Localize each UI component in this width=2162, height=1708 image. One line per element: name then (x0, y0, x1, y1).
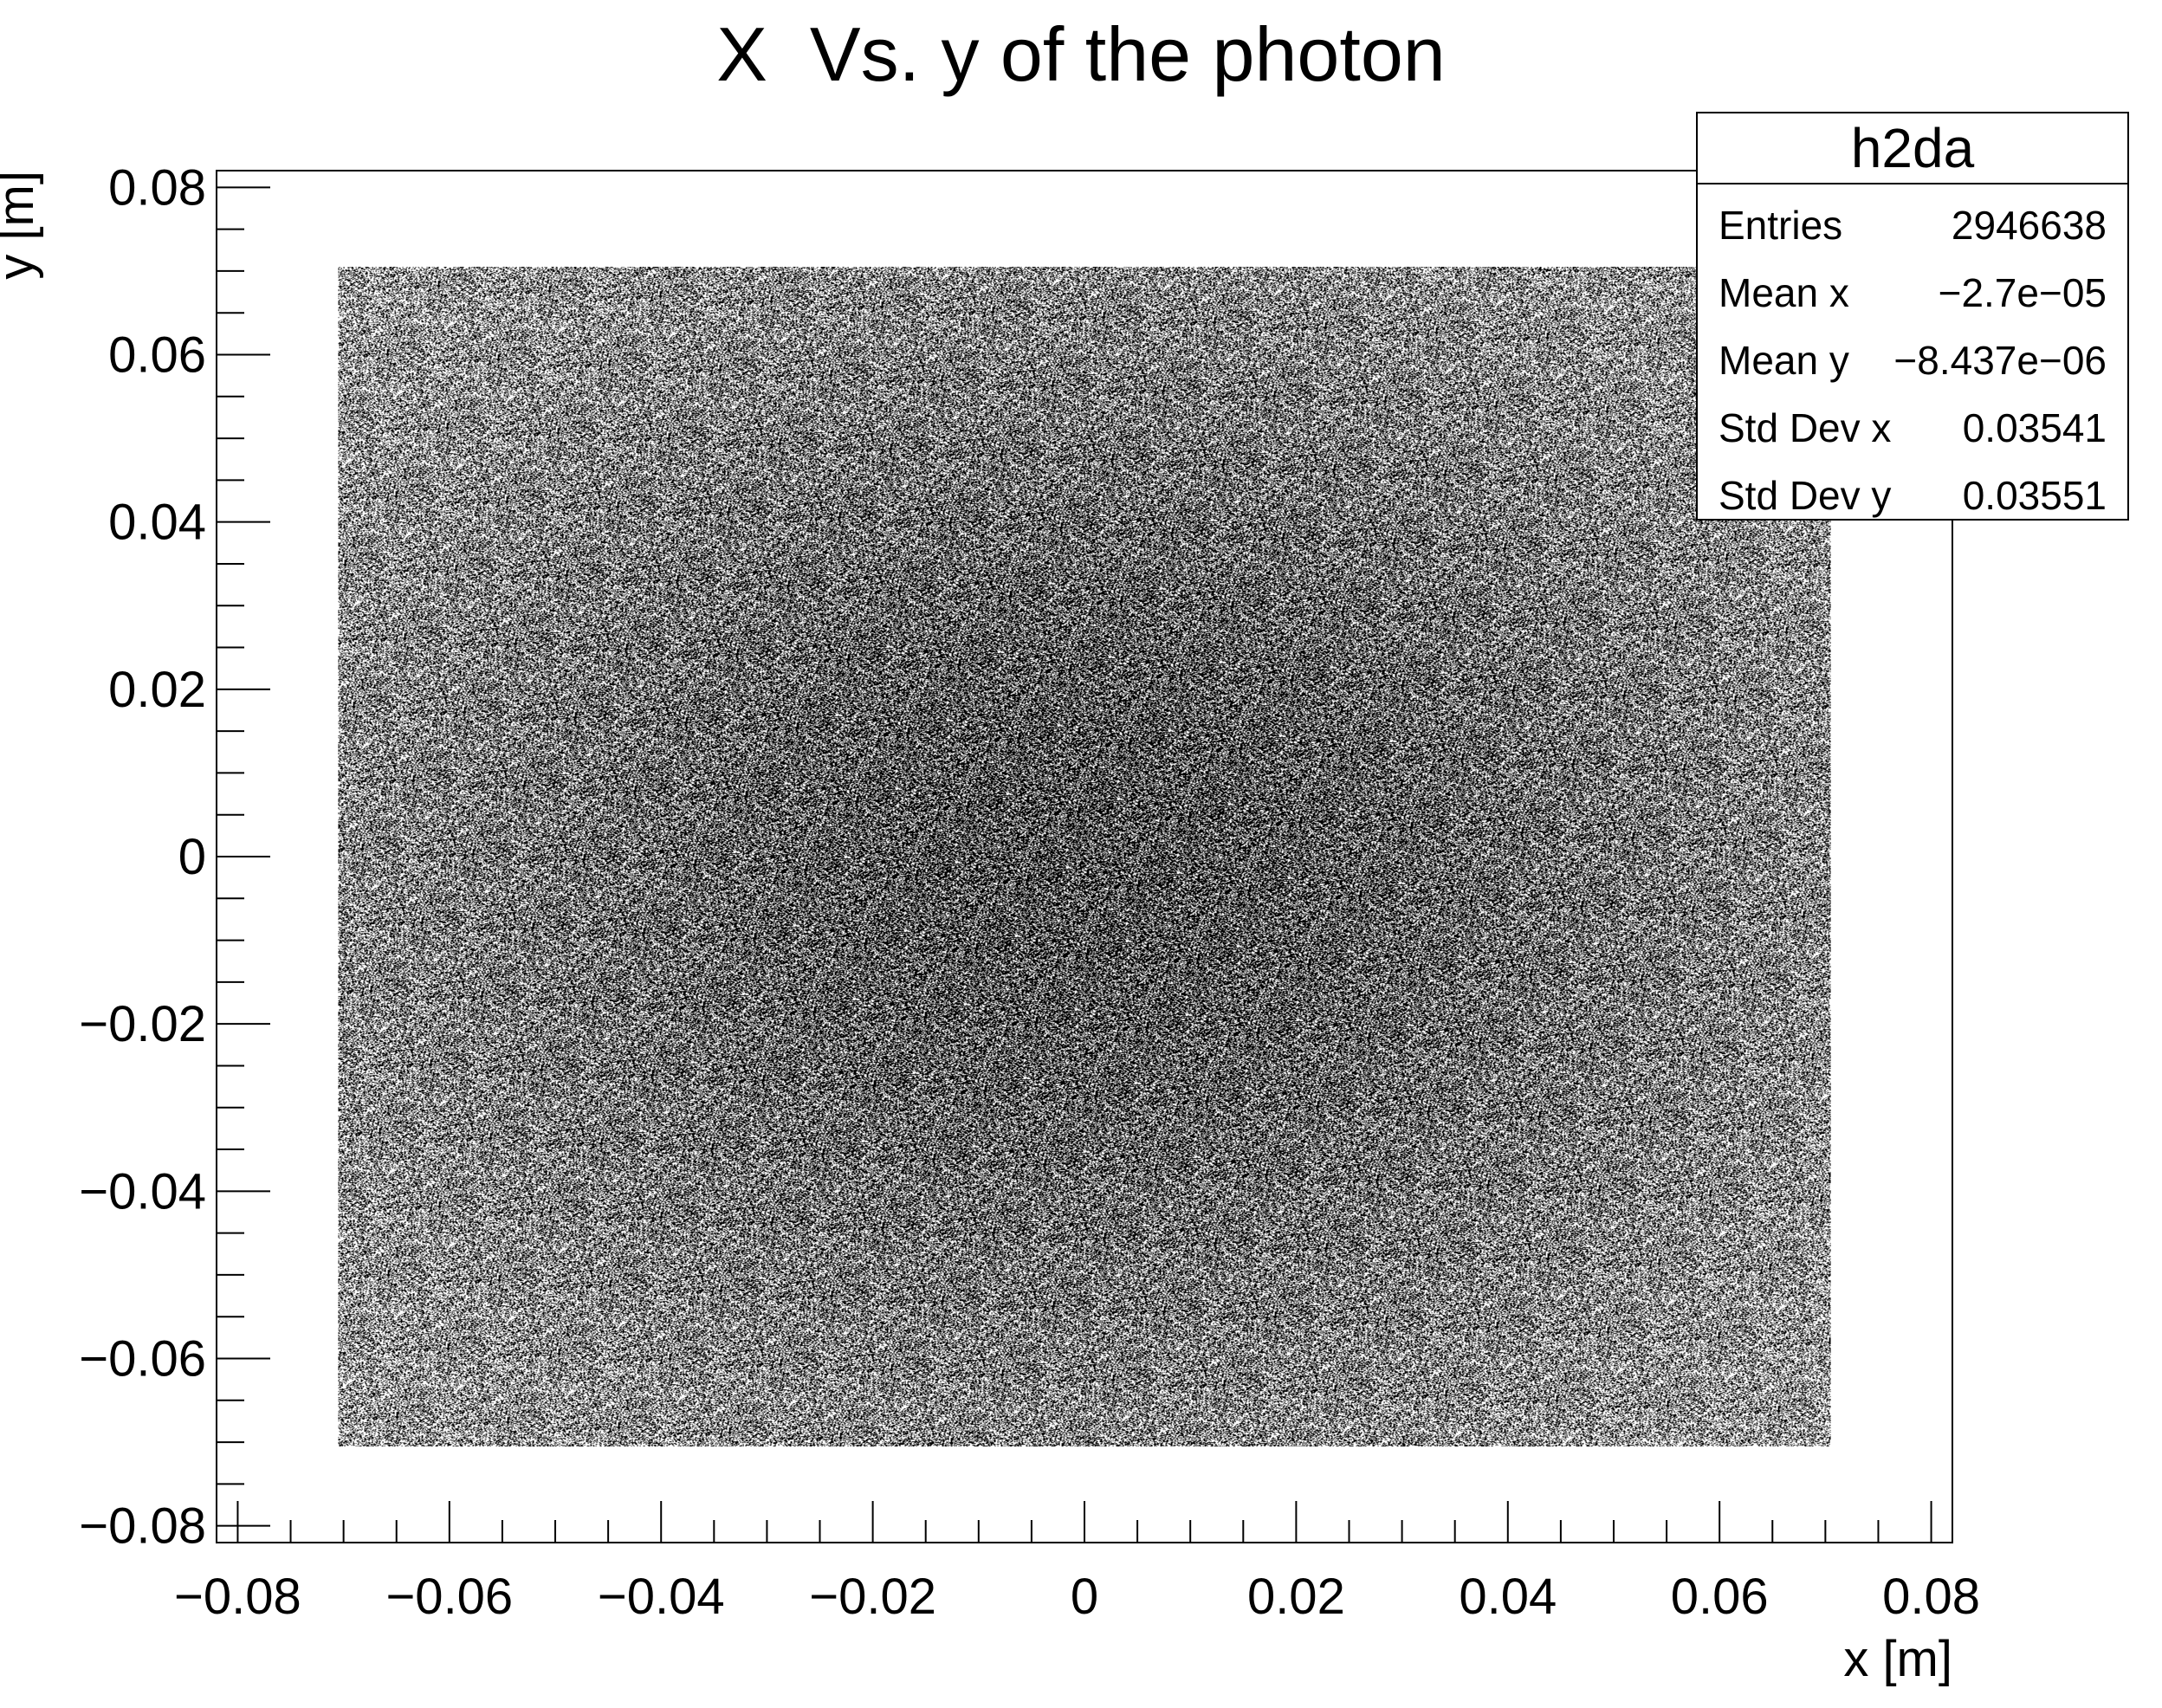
x-tick-label: −0.04 (598, 1569, 725, 1625)
y-tick-label: −0.06 (79, 1331, 206, 1388)
stats-row-mean-x: Mean x −2.7e−05 (1719, 259, 2107, 327)
stats-label: Entries (1719, 203, 1843, 248)
y-axis-label: y [m] (0, 171, 44, 280)
x-tick-label: −0.02 (809, 1569, 936, 1625)
stats-value: −2.7e−05 (1938, 270, 2107, 315)
stats-value: 2946638 (1951, 203, 2107, 248)
y-tick-label: 0.04 (108, 495, 206, 551)
stats-row-entries: Entries 2946638 (1719, 191, 2107, 259)
y-tick-label: 0 (178, 829, 206, 885)
y-axis: −0.08 −0.06 −0.04 −0.02 0 0.02 0.04 0.06 0.08 (79, 159, 270, 1555)
y-tick-label: −0.02 (79, 996, 206, 1052)
x-tick-label: 0.08 (1882, 1569, 1980, 1625)
x-tick-label: 0.04 (1459, 1569, 1557, 1625)
stats-row-std-dev-y: Std Dev y 0.03551 (1719, 462, 2107, 529)
y-tick-label: 0.06 (108, 327, 206, 383)
stats-label: Mean x (1719, 270, 1849, 315)
stats-box: h2da Entries 2946638 Mean x −2.7e−05 Mea… (1696, 112, 2129, 521)
x-tick-label: 0.06 (1671, 1569, 1769, 1625)
y-tick-label: 0.08 (108, 159, 206, 216)
x-tick-label: −0.06 (385, 1569, 513, 1625)
stats-label: Std Dev x (1719, 405, 1892, 450)
x-axis: −0.08 −0.06 −0.04 −0.02 0 0.02 0.04 0.06 0.08 (174, 1501, 1980, 1625)
scatter-density (338, 267, 1831, 1447)
stats-value: −8.437e−06 (1893, 338, 2107, 383)
chart-title: X Vs. y of the photon (716, 11, 1446, 97)
stats-row-mean-y: Mean y −8.437e−06 (1719, 327, 2107, 394)
stats-value: 0.03551 (1962, 473, 2107, 518)
stats-value: 0.03541 (1962, 405, 2107, 450)
stats-label: Mean y (1719, 338, 1849, 383)
y-tick-label: −0.08 (79, 1498, 206, 1555)
x-tick-label: −0.08 (174, 1569, 301, 1625)
scatter-points (338, 267, 1831, 1447)
x-tick-label: 0 (1071, 1569, 1098, 1625)
stats-histogram-name: h2da (1698, 113, 2127, 184)
stats-label: Std Dev y (1719, 473, 1892, 518)
x-axis-label: x [m] (1843, 1631, 1952, 1687)
y-tick-label: −0.04 (79, 1163, 206, 1220)
x-tick-label: 0.02 (1247, 1569, 1345, 1625)
stats-row-std-dev-x: Std Dev x 0.03541 (1719, 394, 2107, 462)
y-tick-label: 0.02 (108, 662, 206, 718)
